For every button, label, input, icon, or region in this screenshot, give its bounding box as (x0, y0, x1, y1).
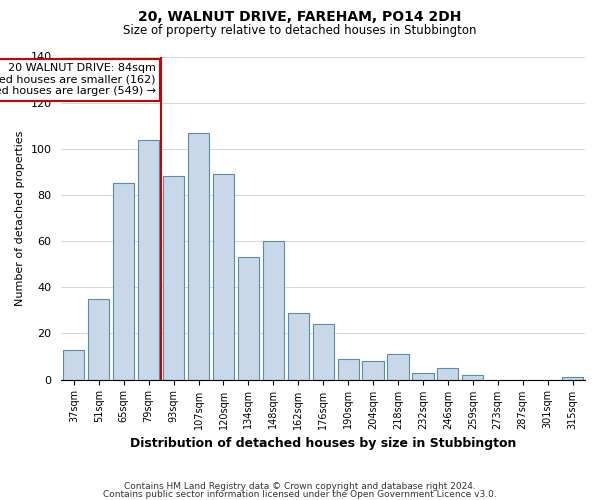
Text: Size of property relative to detached houses in Stubbington: Size of property relative to detached ho… (123, 24, 477, 37)
Bar (88, 299, 109, 380)
Bar (287, 312, 309, 380)
Bar (138, 140, 159, 380)
Bar (213, 174, 234, 380)
Bar (462, 375, 484, 380)
Text: Contains public sector information licensed under the Open Government Licence v3: Contains public sector information licen… (103, 490, 497, 499)
Bar (188, 132, 209, 380)
Bar (163, 176, 184, 380)
Bar (338, 359, 359, 380)
Bar (113, 184, 134, 380)
Bar (238, 258, 259, 380)
Bar (362, 361, 383, 380)
X-axis label: Distribution of detached houses by size in Stubbington: Distribution of detached houses by size … (130, 437, 517, 450)
Text: 20, WALNUT DRIVE, FAREHAM, PO14 2DH: 20, WALNUT DRIVE, FAREHAM, PO14 2DH (139, 10, 461, 24)
Text: Contains HM Land Registry data © Crown copyright and database right 2024.: Contains HM Land Registry data © Crown c… (124, 482, 476, 491)
Y-axis label: Number of detached properties: Number of detached properties (15, 130, 25, 306)
Bar (562, 378, 583, 380)
Bar (388, 354, 409, 380)
Bar (313, 324, 334, 380)
Bar (63, 350, 85, 380)
Bar (412, 372, 434, 380)
Text: 20 WALNUT DRIVE: 84sqm
← 23% of detached houses are smaller (162)
77% of semi-de: 20 WALNUT DRIVE: 84sqm ← 23% of detached… (0, 63, 156, 96)
Bar (437, 368, 458, 380)
Bar (263, 241, 284, 380)
